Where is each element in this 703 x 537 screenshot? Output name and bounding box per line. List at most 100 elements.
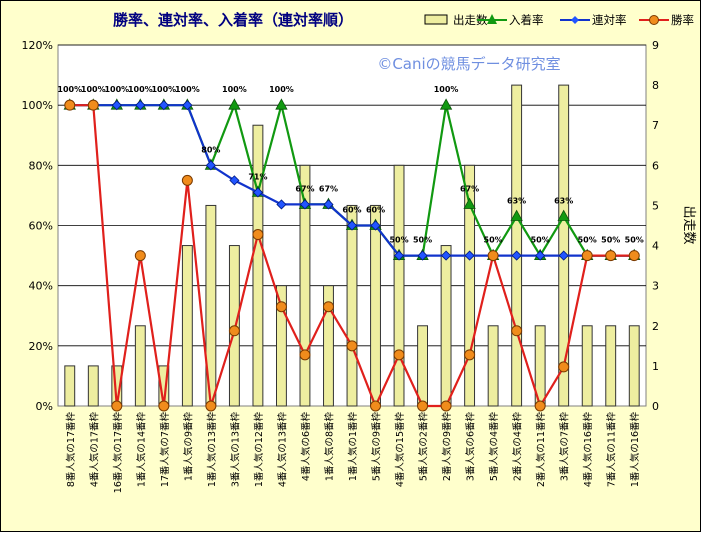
bar xyxy=(299,164,311,407)
left-tick-label: 120% xyxy=(22,39,53,52)
x-tick-label: 3番人気の6番枠 xyxy=(465,412,477,482)
left-tick-label: 60% xyxy=(29,220,53,233)
place-rate-point xyxy=(439,98,453,110)
bar xyxy=(581,325,593,407)
win-rate-point xyxy=(605,250,617,262)
win-rate-point xyxy=(228,325,240,337)
left-tick-label: 80% xyxy=(29,159,53,172)
x-tick-label: 7番人気の11番枠 xyxy=(606,412,618,488)
win-rate-point xyxy=(346,340,358,352)
data-label: 67% xyxy=(295,184,314,193)
win-rate-point xyxy=(299,349,311,361)
win-rate-point xyxy=(205,400,217,412)
data-label: 80% xyxy=(201,145,220,154)
data-label: 71% xyxy=(248,172,267,181)
bar xyxy=(370,204,381,407)
right-axis-ticks: 0 1 2 3 4 5 6 7 8 9 xyxy=(652,39,659,413)
data-label: 100% xyxy=(222,85,247,94)
rentai-rate-point xyxy=(511,250,522,261)
data-label: 100% xyxy=(104,85,129,94)
x-tick-label: 1番人気の13番枠 xyxy=(206,412,218,488)
x-tick-label: 5番人気の2番枠 xyxy=(418,412,430,482)
bar xyxy=(440,245,452,407)
place-rate-point xyxy=(275,98,288,110)
bar xyxy=(346,204,358,407)
line-series xyxy=(63,98,641,412)
legend-label: 入着率 xyxy=(509,13,544,27)
bar xyxy=(628,325,640,407)
legend-label: 勝率 xyxy=(671,13,694,27)
rentai-rate-point xyxy=(393,250,405,261)
win-rate-point xyxy=(534,400,546,412)
right-tick-label: 9 xyxy=(652,39,659,52)
data-label: 100% xyxy=(128,85,153,94)
win-rate-point xyxy=(275,301,287,313)
data-label: 100% xyxy=(269,85,294,94)
data-label: 50% xyxy=(484,236,503,245)
place-rate-point xyxy=(463,197,476,209)
win-rate-point xyxy=(64,99,76,111)
right-tick-label: 2 xyxy=(652,320,659,333)
bar xyxy=(393,164,405,407)
x-tick-label: 4番人気の16番枠 xyxy=(582,412,594,488)
data-label: 50% xyxy=(389,236,408,245)
bar xyxy=(276,285,287,407)
win-rate-point xyxy=(558,361,570,373)
x-tick-label: 1番人気の14番枠 xyxy=(135,412,147,488)
win-rate-point xyxy=(252,229,264,241)
rentai-rate-point xyxy=(370,220,381,231)
bar xyxy=(417,325,428,407)
rentai-rate-point xyxy=(558,250,569,261)
rentai-rate-point xyxy=(182,100,193,111)
x-tick-label: 3番人気の7番枠 xyxy=(559,412,571,482)
x-axis-ticks: 8番人気の17番枠 4番人気の17番枠 16番人気の17番枠 1番人気の14番枠 17番… xyxy=(65,412,641,494)
right-tick-label: 0 xyxy=(652,400,659,413)
rentai-rate-point xyxy=(229,175,240,186)
right-tick-label: 8 xyxy=(652,79,659,92)
chart-title: 勝率、連対率、入着率（連対率順） xyxy=(113,11,353,29)
right-axis-label: 出走数 xyxy=(681,205,696,244)
right-tick-label: 5 xyxy=(652,199,659,212)
x-tick-label: 16番人気の17番枠 xyxy=(112,412,124,494)
left-tick-label: 40% xyxy=(29,280,53,293)
data-label: 100% xyxy=(175,85,200,94)
right-tick-label: 1 xyxy=(652,360,659,373)
rentai-rate-point xyxy=(323,199,334,210)
right-tick-label: 3 xyxy=(652,280,659,293)
x-tick-label: 2番人気の11番枠 xyxy=(535,412,547,488)
win-rate-point xyxy=(158,400,170,412)
x-tick-label: 1番人気の9番枠 xyxy=(182,412,194,482)
data-label: 100% xyxy=(81,85,106,94)
data-labels: 100%100%100%100%100%100%80%100%71%100%67… xyxy=(57,85,643,244)
bar xyxy=(181,245,193,407)
x-tick-label: 4番人気の15番枠 xyxy=(394,412,406,488)
right-tick-label: 6 xyxy=(652,159,659,172)
win-rate-point xyxy=(111,400,123,412)
data-label: 50% xyxy=(601,236,620,245)
win-rate-point xyxy=(511,325,523,337)
legend-bar-swatch xyxy=(424,14,448,25)
rentai-rate-point xyxy=(535,250,546,261)
rentai-rate-point xyxy=(205,160,216,171)
x-tick-label: 2番人気の4番枠 xyxy=(512,412,524,482)
x-tick-label: 2番人気の9番枠 xyxy=(441,412,453,482)
rentai-rate-point xyxy=(111,100,122,111)
win-rate-point xyxy=(487,250,499,262)
data-label: 60% xyxy=(366,206,385,215)
win-rate-point xyxy=(181,174,193,186)
rentai-rate-point xyxy=(158,100,169,111)
bar xyxy=(134,325,146,407)
rentai-rate-point xyxy=(441,250,452,261)
bar xyxy=(464,164,476,407)
place-rate-point xyxy=(510,209,523,221)
win-rate-point xyxy=(370,400,382,412)
data-label: 60% xyxy=(342,206,361,215)
win-rate-point xyxy=(628,250,640,262)
x-tick-label: 3番人気の13番枠 xyxy=(229,412,241,488)
win-rate-point xyxy=(464,349,476,361)
bar-series xyxy=(64,84,640,407)
rentai-rate-point xyxy=(252,187,263,198)
rentai-rate-point xyxy=(346,220,358,231)
